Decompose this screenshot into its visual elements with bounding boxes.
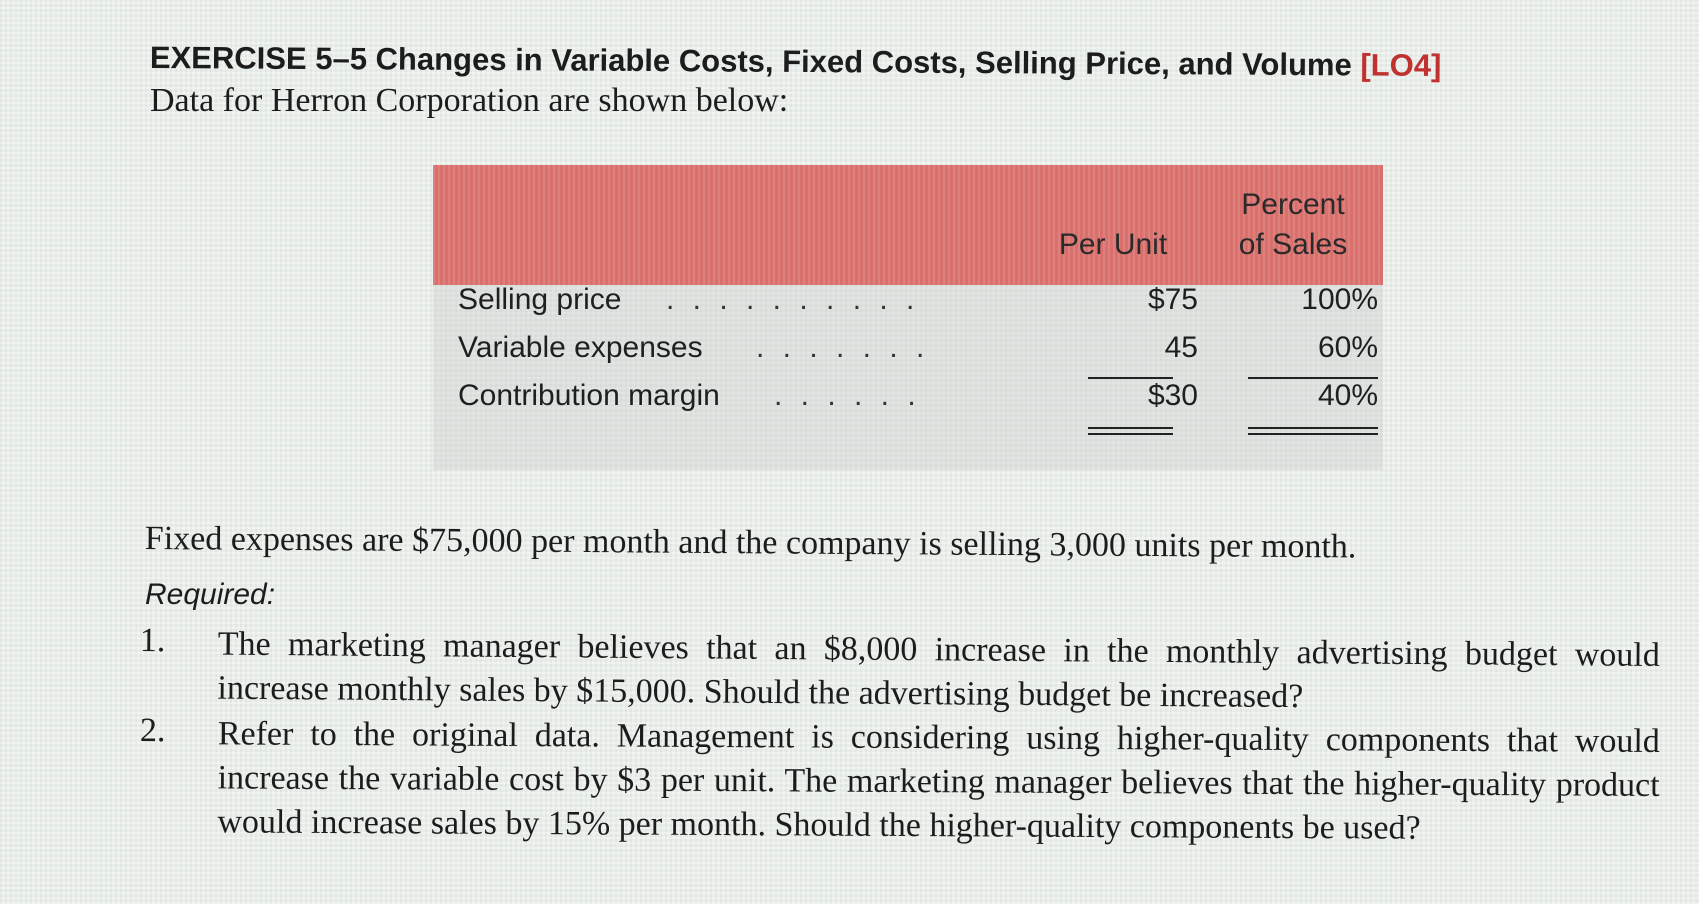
header-percent-line1: Percent (1241, 188, 1345, 221)
row-percent: 40% (1317, 379, 1378, 412)
table-header: Per Unit Percent of Sales (433, 165, 1383, 285)
row-per-unit: $75 (1147, 283, 1198, 316)
table-row-selling-price: Selling price . . . . . . . . . . . . . … (458, 283, 1378, 329)
table-row-variable-expenses: Variable expenses . . . . . . . . . . . … (458, 331, 1378, 377)
exercise-title-text: EXERCISE 5–5 Changes in Variable Costs, … (149, 40, 1352, 83)
leader-dots: . . . . . . . . . . . . . . . . . . . . (666, 283, 916, 316)
question-number: 2. (139, 712, 166, 750)
row-per-unit: $30 (1147, 379, 1198, 412)
row-label: Contribution margin (458, 379, 720, 412)
question-1: 1. The marketing manager believes that a… (140, 622, 1660, 715)
question-number: 1. (139, 622, 166, 660)
header-percent-of-sales: Percent of Sales (1208, 185, 1378, 265)
row-label: Selling price (458, 283, 622, 316)
total-rule-percent-2 (1248, 433, 1378, 435)
exercise-title: EXERCISE 5–5 Changes in Variable Costs, … (150, 40, 1590, 85)
leader-dots: . . . . . . . . . . . . . . . . (756, 331, 926, 364)
fixed-expenses-text: Fixed expenses are $75,000 per month and… (144, 520, 1357, 566)
table-row-contribution-margin: Contribution margin . . . . . . . . . . … (458, 379, 1378, 425)
subtotal-rule-per-unit (1088, 377, 1173, 379)
header-percent-line2: of Sales (1238, 228, 1348, 261)
row-percent: 60% (1317, 331, 1378, 364)
leader-dots: . . . . . . . . . . . . . . . . (774, 379, 924, 412)
total-rule-per-unit-1 (1088, 427, 1173, 429)
subtotal-rule-percent (1248, 377, 1378, 379)
row-percent: 100% (1301, 283, 1378, 316)
header-per-unit: Per Unit (1058, 228, 1168, 261)
required-label: Required: (145, 578, 276, 611)
question-text: Refer to the original data. Management i… (217, 715, 1660, 847)
row-per-unit: 45 (1164, 331, 1198, 364)
row-label: Variable expenses (458, 331, 703, 364)
data-table: Per Unit Percent of Sales Selling price … (433, 165, 1383, 470)
question-text: The marketing manager believes that an $… (217, 625, 1660, 716)
total-rule-percent-1 (1248, 427, 1378, 429)
total-rule-per-unit-2 (1088, 433, 1173, 435)
learning-objective: [LO4] (1360, 47, 1442, 83)
intro-text: Data for Herron Corporation are shown be… (150, 82, 789, 119)
